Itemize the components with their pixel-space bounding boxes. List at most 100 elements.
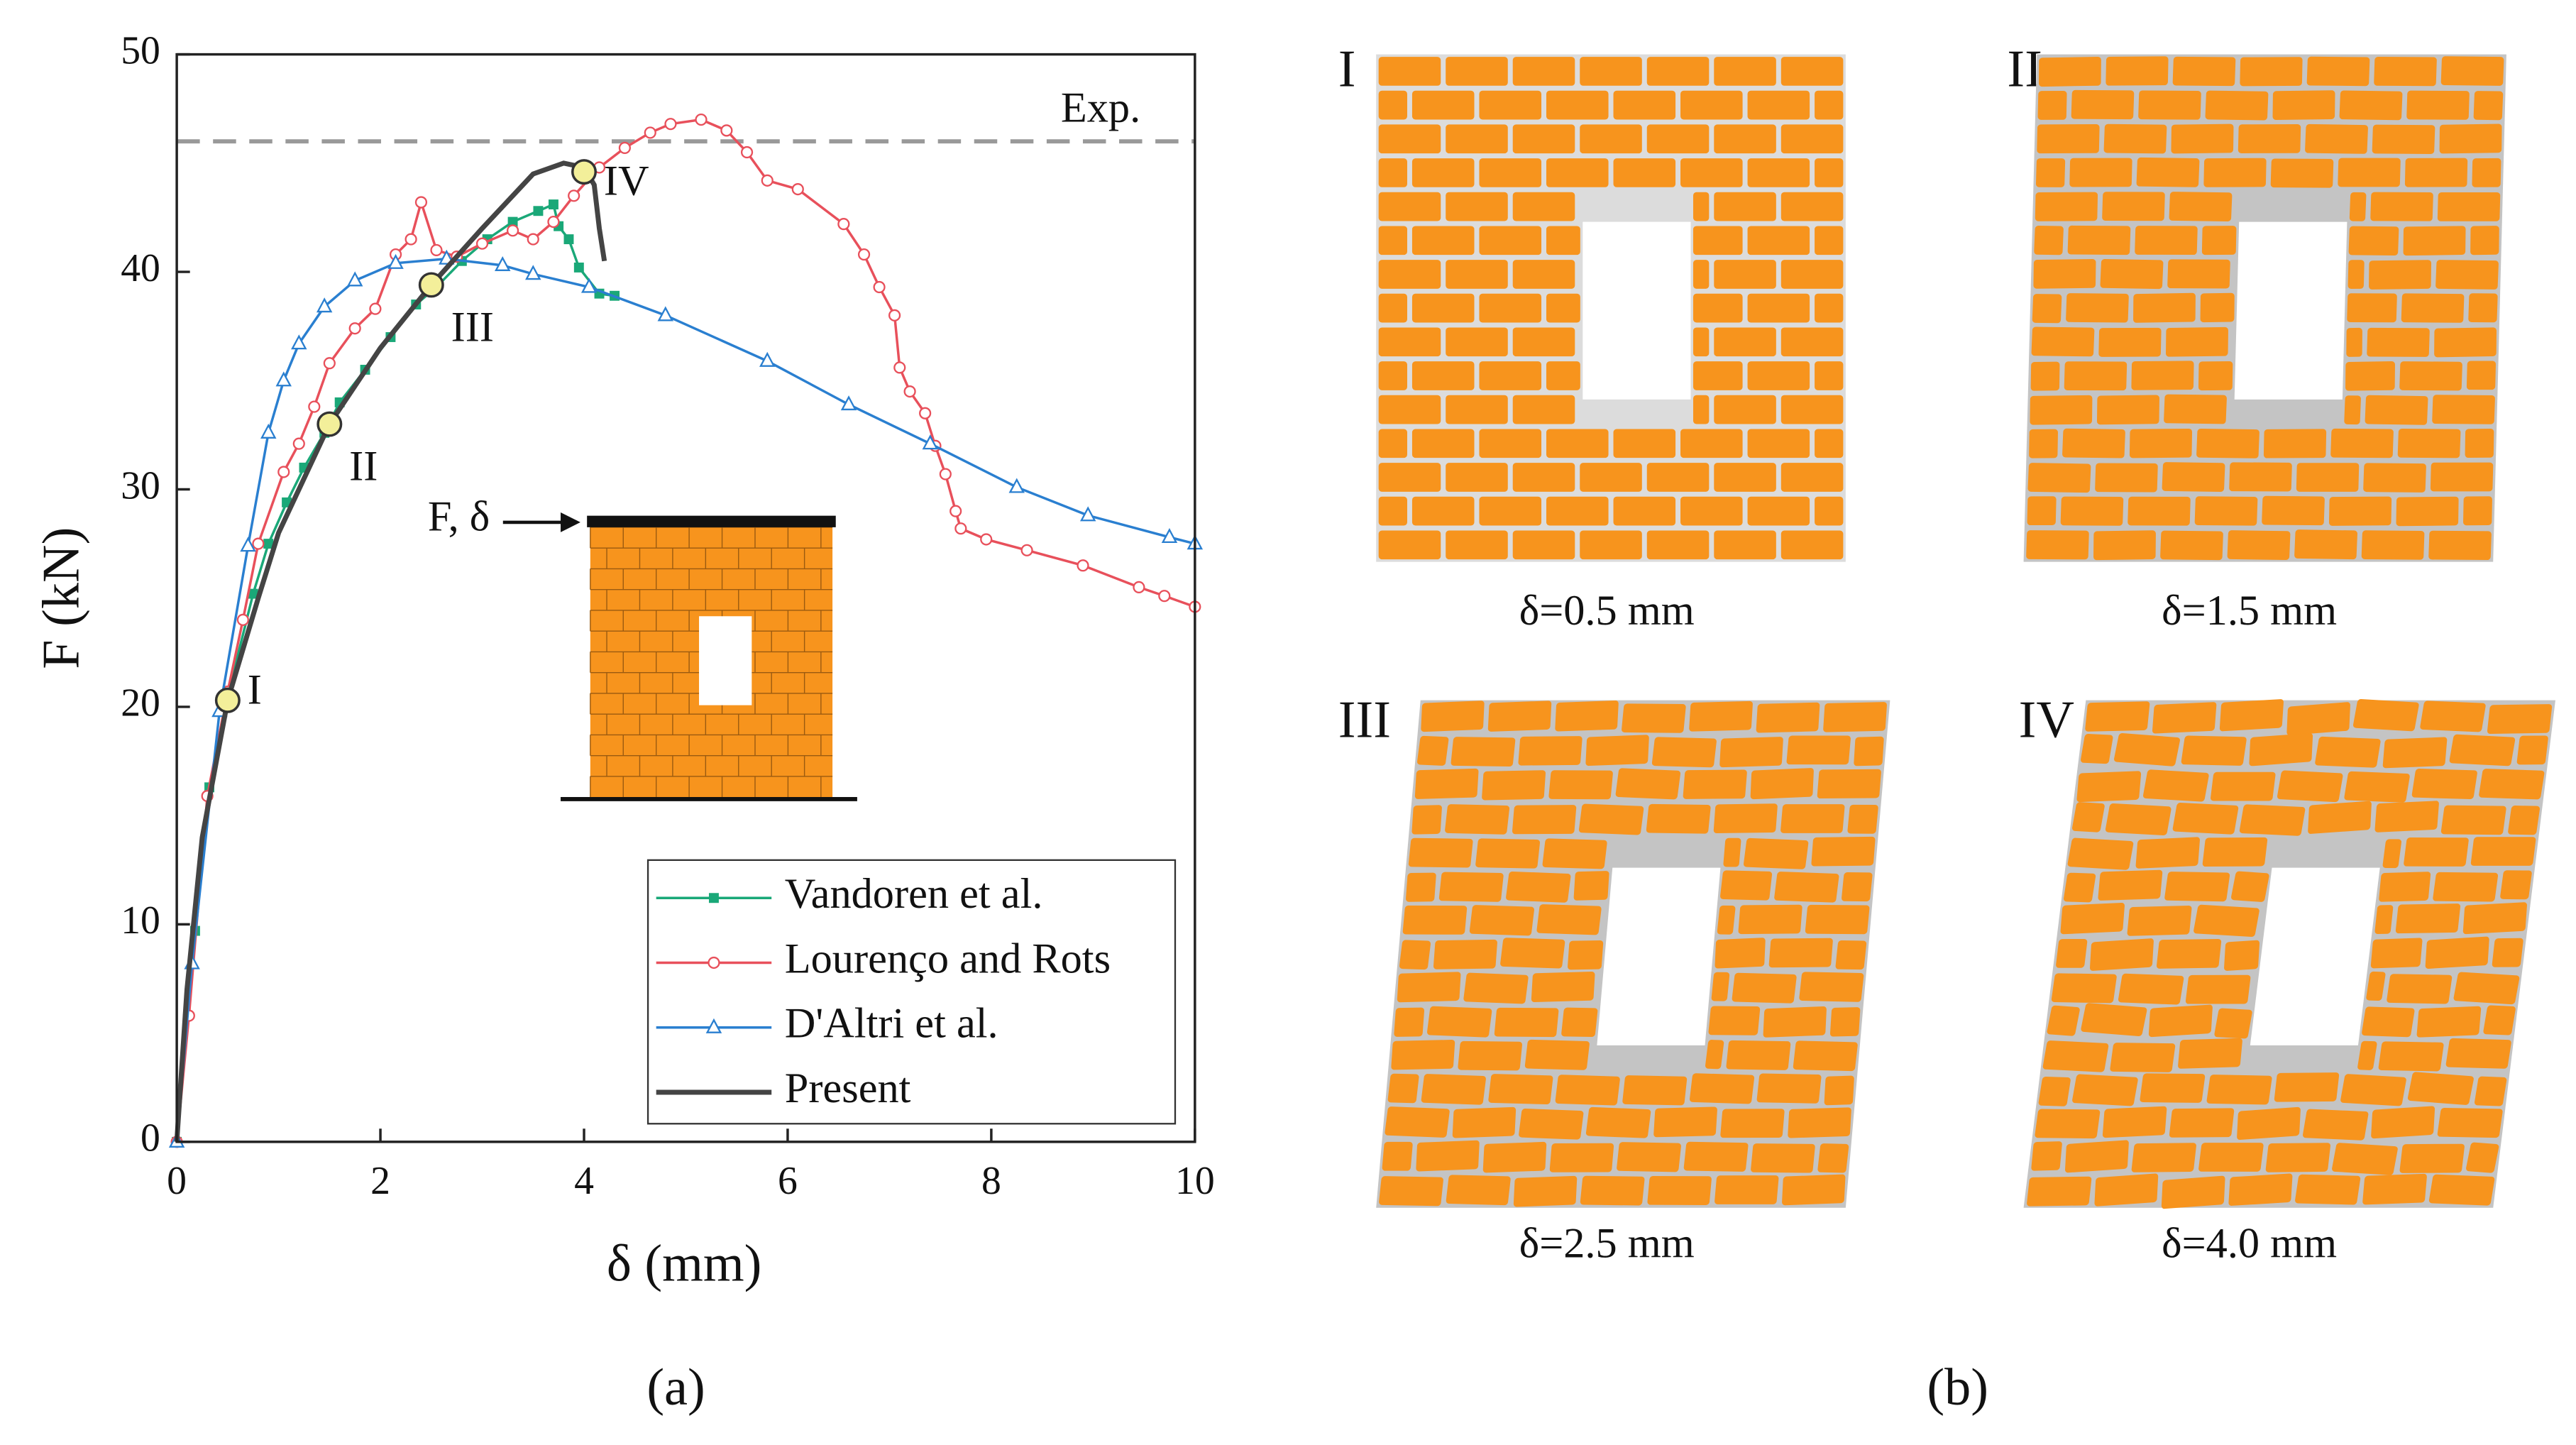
brick xyxy=(2118,973,2184,1005)
brick xyxy=(2027,1176,2092,1207)
brick xyxy=(2067,225,2131,256)
x-tick-label: 10 xyxy=(1175,1159,1215,1203)
brick xyxy=(2093,530,2156,561)
x-axis-label: δ (mm) xyxy=(607,1235,762,1293)
brick xyxy=(1487,700,1552,732)
brick xyxy=(2135,226,2198,256)
snapshot-caption: δ=2.5 mm xyxy=(1519,1219,1695,1267)
brick xyxy=(1815,496,1844,526)
brick xyxy=(1613,429,1676,458)
brick xyxy=(1378,530,1441,560)
brick xyxy=(2470,837,2536,866)
brick xyxy=(2363,463,2426,493)
brick xyxy=(1680,158,1743,187)
brick xyxy=(1378,226,1407,256)
brick xyxy=(1580,463,1642,492)
brick xyxy=(2286,702,2350,735)
brick xyxy=(2372,124,2435,154)
brick xyxy=(1479,496,1542,526)
brick xyxy=(2416,1006,2482,1038)
brick xyxy=(1799,972,1864,1002)
snapshot-caption: δ=1.5 mm xyxy=(2162,587,2337,634)
brick xyxy=(1512,124,1575,154)
brick xyxy=(2366,971,2386,1001)
brick xyxy=(2272,90,2335,120)
brick xyxy=(1446,395,1508,424)
brick xyxy=(2072,802,2105,833)
brick xyxy=(1780,530,1844,560)
brick xyxy=(2063,872,2096,903)
brick xyxy=(2140,1073,2206,1103)
brick xyxy=(2387,974,2453,1004)
marker xyxy=(761,174,774,187)
brick xyxy=(1747,429,1810,458)
legend-box xyxy=(646,859,1177,1125)
marker xyxy=(664,118,677,131)
brick xyxy=(1451,737,1516,767)
brick xyxy=(2033,259,2096,289)
brick xyxy=(2407,1072,2474,1105)
brick xyxy=(1747,496,1810,526)
brick xyxy=(1692,361,1743,390)
brick xyxy=(2089,938,2154,971)
brick xyxy=(2344,771,2410,803)
marker xyxy=(507,216,518,227)
brick xyxy=(1714,192,1776,221)
brick xyxy=(1747,90,1810,120)
brick xyxy=(1692,293,1743,323)
brick xyxy=(2035,192,2098,221)
brick xyxy=(2432,395,2495,424)
brick xyxy=(1512,260,1575,289)
brick xyxy=(2263,429,2327,458)
brick xyxy=(1580,530,1642,560)
brick xyxy=(1713,803,1778,834)
brick xyxy=(2347,293,2397,323)
brick xyxy=(1555,1075,1620,1106)
brick xyxy=(1411,226,1475,256)
brick xyxy=(2449,734,2516,767)
brick xyxy=(1479,293,1542,323)
brick xyxy=(2194,496,2258,526)
brick xyxy=(1788,1107,1851,1138)
brick xyxy=(2379,872,2431,902)
marker xyxy=(1133,581,1145,593)
brick xyxy=(1536,904,1602,935)
brick xyxy=(2420,700,2486,732)
brick xyxy=(1780,463,1844,492)
series-line xyxy=(174,160,607,1143)
brick xyxy=(1751,1143,1815,1173)
brick xyxy=(1411,158,1475,187)
brick xyxy=(2411,768,2477,800)
brick xyxy=(1689,700,1753,732)
brick xyxy=(2165,326,2228,357)
marker xyxy=(893,361,906,374)
marker xyxy=(369,302,382,315)
brick xyxy=(1613,90,1676,120)
brick xyxy=(1438,872,1504,902)
brick xyxy=(1446,327,1508,357)
brick xyxy=(1622,703,1686,733)
brick xyxy=(1379,1176,1443,1207)
brick xyxy=(1378,260,1441,289)
brick xyxy=(2178,1038,2242,1069)
marker xyxy=(954,522,967,535)
brick xyxy=(2340,1074,2406,1106)
annotation-label: II xyxy=(349,442,378,490)
brick xyxy=(1546,361,1580,390)
brick xyxy=(1692,327,1710,357)
brick xyxy=(2369,260,2432,290)
brick xyxy=(1488,1074,1553,1105)
y-tick-label: 50 xyxy=(121,28,160,72)
brick xyxy=(1714,938,1766,969)
brick xyxy=(1548,770,1613,800)
legend-label: Vandoren et al. xyxy=(785,870,1043,918)
brick xyxy=(2374,905,2394,935)
brick xyxy=(2378,1041,2444,1072)
snapshot-label: IV xyxy=(2019,691,2074,749)
brick xyxy=(1717,905,1736,935)
brick xyxy=(1815,429,1844,458)
opening xyxy=(1597,867,1721,1045)
brick xyxy=(1406,872,1436,902)
brick xyxy=(2200,292,2235,323)
brick xyxy=(2274,1072,2340,1102)
